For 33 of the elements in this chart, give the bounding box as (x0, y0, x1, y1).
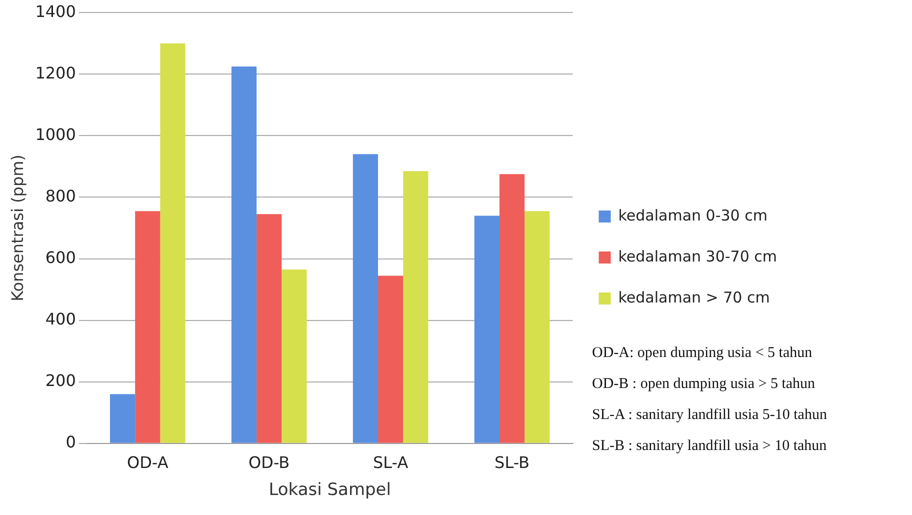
bar (256, 214, 282, 443)
bar (403, 171, 428, 443)
bar (135, 211, 160, 443)
x-tick-label: SL-B (494, 453, 530, 472)
y-tick-label: 600 (45, 248, 76, 267)
bar (160, 43, 186, 443)
bar (352, 154, 378, 443)
y-tick-label: 1200 (35, 63, 76, 82)
text: OD-B : open dumping usia > 5 tahun (592, 376, 816, 393)
x-axis-title: Lokasi Sampel (268, 480, 391, 500)
y-tick-label: 0 (66, 432, 76, 452)
y-tick-label: 400 (45, 309, 76, 328)
bar (282, 270, 307, 443)
y-tick-label: 1400 (35, 2, 76, 21)
y-tick-label: 200 (45, 371, 76, 390)
bar (499, 174, 525, 443)
x-tick-label: OD-B (248, 453, 290, 472)
legend-label: kedalaman 0-30 cm (618, 206, 768, 224)
y-axis-title: Konsentrasi (ppm) (8, 154, 27, 302)
y-tick-label: 800 (45, 186, 76, 206)
x-tick-label: OD-A (127, 453, 168, 472)
bar (110, 394, 136, 443)
text: SL-B : sanitary landfill usia > 10 tahun (592, 438, 827, 455)
bar (378, 276, 404, 443)
legend-label: kedalaman > 70 cm (618, 288, 770, 306)
bar (231, 66, 257, 443)
y-tick-label: 1000 (35, 124, 76, 144)
bar (474, 216, 500, 443)
bar (524, 211, 550, 443)
text: OD-A: open dumping usia < 5 tahun (592, 345, 814, 362)
legend-label: kedalaman 30-70 cm (618, 247, 778, 266)
x-tick-label: SL-A (372, 453, 408, 472)
text: SL-A : sanitary landfill usia 5-10 tahun (592, 407, 827, 424)
